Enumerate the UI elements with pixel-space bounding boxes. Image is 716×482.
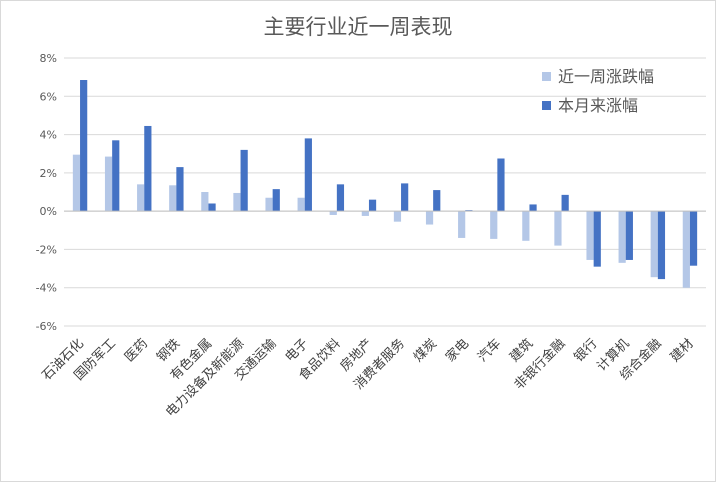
bar-monthly xyxy=(272,189,280,212)
x-category-label: 汽车 xyxy=(474,336,504,366)
x-category-label: 煤炭 xyxy=(411,336,440,365)
y-tick-label: -4% xyxy=(36,282,57,295)
y-tick-label: -6% xyxy=(36,320,57,333)
bar-weekly xyxy=(682,211,690,288)
bar-weekly xyxy=(201,192,209,212)
bar-weekly xyxy=(361,211,369,216)
chart-title: 主要行业近一周表现 xyxy=(264,15,453,39)
bar-monthly xyxy=(689,211,698,266)
bar-weekly xyxy=(490,211,498,239)
y-tick-label: 4% xyxy=(40,129,57,142)
bars xyxy=(72,80,698,288)
bar-weekly xyxy=(329,211,337,215)
legend-label: 本月来涨幅 xyxy=(558,96,638,115)
y-tick-label: -2% xyxy=(36,243,57,256)
y-tick-label: 2% xyxy=(40,167,57,180)
bar-weekly xyxy=(650,211,658,278)
bar-weekly xyxy=(265,197,273,212)
bar-weekly xyxy=(393,211,402,222)
bar-weekly xyxy=(297,197,305,212)
y-tick-label: 8% xyxy=(40,52,57,65)
bar-weekly xyxy=(458,211,466,238)
bar-monthly xyxy=(208,203,216,212)
bar-monthly xyxy=(625,211,633,260)
bar-weekly xyxy=(425,211,434,225)
legend-swatch xyxy=(542,101,551,110)
y-tick-label: 0% xyxy=(40,205,57,218)
bar-weekly xyxy=(554,211,562,246)
bar-monthly xyxy=(304,138,312,212)
x-category-label: 建材 xyxy=(668,336,697,365)
bar-weekly xyxy=(233,192,241,212)
bar-weekly xyxy=(72,154,81,212)
x-category-label: 建筑 xyxy=(507,336,537,366)
y-axis-ticks: -6% -4% -2% 0% 2% 4% 6% 8% xyxy=(36,52,57,333)
y-tick-label: 6% xyxy=(40,90,57,103)
bar-monthly xyxy=(240,149,248,212)
bar-monthly xyxy=(80,80,88,212)
bar-weekly xyxy=(522,211,530,241)
bar-monthly xyxy=(176,167,184,212)
bar-weekly xyxy=(586,211,594,260)
x-category-label: 医药 xyxy=(122,336,151,365)
legend-label: 近一周涨跌幅 xyxy=(558,67,654,86)
bar-weekly xyxy=(169,185,177,212)
bar-monthly xyxy=(368,199,377,212)
legend-swatch xyxy=(542,72,551,81)
bar-weekly xyxy=(104,156,113,212)
x-category-label: 家电 xyxy=(442,336,472,366)
bar-monthly xyxy=(657,211,666,280)
bar-monthly xyxy=(433,190,441,212)
bar-monthly xyxy=(593,211,601,267)
bar-monthly xyxy=(112,140,120,212)
bar-weekly xyxy=(137,184,145,212)
bar-monthly xyxy=(336,184,345,212)
bar-weekly xyxy=(618,211,626,263)
bar-monthly xyxy=(529,204,537,212)
bar-monthly xyxy=(497,158,505,212)
bar-monthly xyxy=(144,125,152,212)
bar-monthly xyxy=(401,183,409,212)
bar-monthly xyxy=(561,194,569,212)
